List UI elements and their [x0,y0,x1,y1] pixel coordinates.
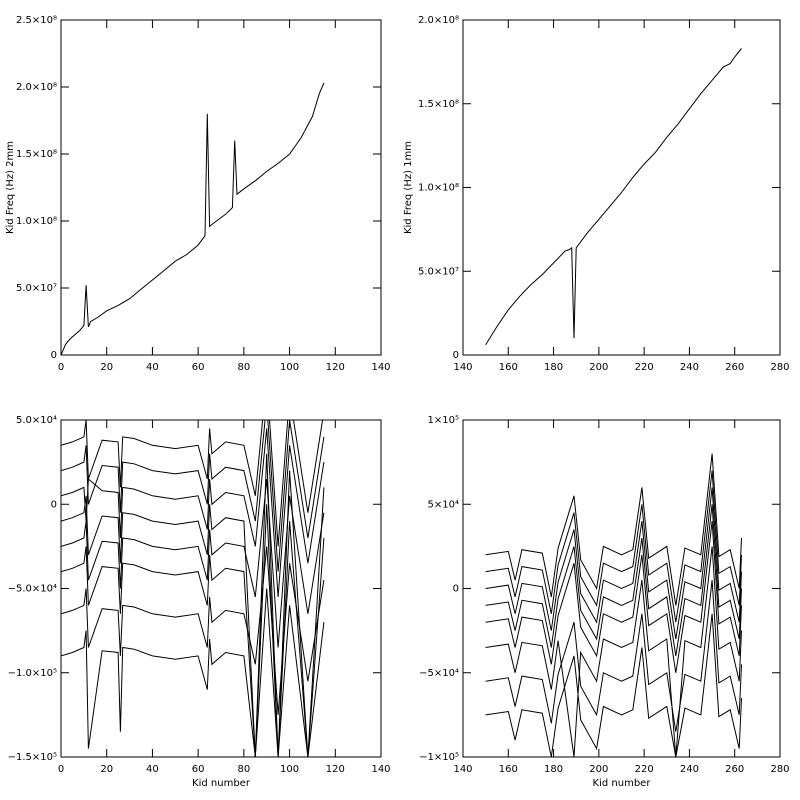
plot-area [485,453,742,757]
data-line [61,453,325,757]
x-tick-label: 280 [770,764,789,775]
x-tick-label: 200 [589,764,608,775]
data-line [61,420,324,547]
y-tick-label: 0 [453,350,459,361]
y-tick-label: 0 [51,499,57,510]
axes-frame [462,19,781,356]
x-tick-label: 80 [237,764,250,775]
x-tick-label: 40 [146,362,159,373]
y-tick-label: 2.5×10⁸ [16,15,57,26]
data-line [485,470,742,623]
x-tick-label: 140 [453,362,472,373]
y-tick-label: 2.0×10⁸ [418,15,459,26]
y-tick-label: 0 [51,350,57,361]
x-tick-label: 140 [371,362,390,373]
x-tick-label: 120 [326,764,345,775]
y-tick-label: −5×10⁴ [419,668,459,679]
y-tick-label: −1×10⁵ [419,752,459,763]
x-axis-label: Kid number [192,778,251,789]
plot-area [485,48,742,346]
y-tick-label: 5×10⁴ [428,499,459,510]
plot-area [61,82,325,355]
x-tick-label: 260 [725,362,744,373]
x-tick-label: 80 [237,362,250,373]
y-tick-label: −1.0×10⁵ [8,668,57,679]
x-tick-label: 20 [100,362,113,373]
x-tick-label: 160 [499,362,518,373]
y-tick-label: −5.0×10⁴ [8,584,57,595]
x-tick-label: 120 [326,362,345,373]
y-tick-label: 5.0×10⁴ [16,415,57,426]
x-tick-label: 180 [544,362,563,373]
data-line [61,428,325,597]
data-line [485,580,742,732]
x-tick-label: 60 [192,362,205,373]
x-tick-label: 0 [58,362,64,373]
x-tick-label: 220 [635,764,654,775]
y-tick-label: 2.0×10⁸ [16,82,57,93]
data-line [61,588,325,757]
x-tick-label: 260 [725,764,744,775]
x-tick-label: 100 [280,764,299,775]
x-tick-label: 40 [146,764,159,775]
data-line [61,504,325,757]
y-tick-label: 1×10⁵ [428,415,459,426]
axes-frame [60,19,382,356]
y-tick-label: 1.5×10⁸ [418,99,459,110]
y-tick-label: 5.0×10⁷ [418,266,459,277]
y-tick-label: 1.5×10⁸ [16,149,57,160]
plot-area [61,420,325,757]
x-tick-label: 100 [280,362,299,373]
x-tick-label: 240 [680,362,699,373]
y-tick-label: 1.0×10⁸ [16,216,57,227]
x-tick-label: 280 [770,362,789,373]
y-tick-label: 5.0×10⁷ [16,283,57,294]
data-line [485,521,742,673]
y-axis-label: Kid Freq (Hz) 2mm [5,141,16,234]
data-line [61,82,325,355]
x-tick-label: 180 [544,764,563,775]
x-axis-label: Kid number [593,778,652,789]
data-line [485,487,742,640]
x-tick-label: 0 [58,764,64,775]
x-tick-label: 20 [100,764,113,775]
data-line [485,504,742,656]
x-tick-label: 160 [499,764,518,775]
data-line [485,453,742,606]
data-line [485,546,742,757]
y-tick-label: −1.5×10⁵ [8,752,57,763]
x-tick-label: 140 [371,764,390,775]
data-line [61,478,325,648]
x-tick-label: 240 [680,764,699,775]
data-line [61,546,325,715]
data-line [485,613,742,757]
x-tick-label: 220 [635,362,654,373]
y-tick-label: 0 [453,584,459,595]
data-line [485,48,742,346]
x-tick-label: 140 [453,764,472,775]
y-tick-label: 1.0×10⁸ [418,183,459,194]
x-tick-label: 60 [192,764,205,775]
y-axis-label: Kid Freq (Hz) 1mm [403,141,414,234]
x-tick-label: 200 [589,362,608,373]
